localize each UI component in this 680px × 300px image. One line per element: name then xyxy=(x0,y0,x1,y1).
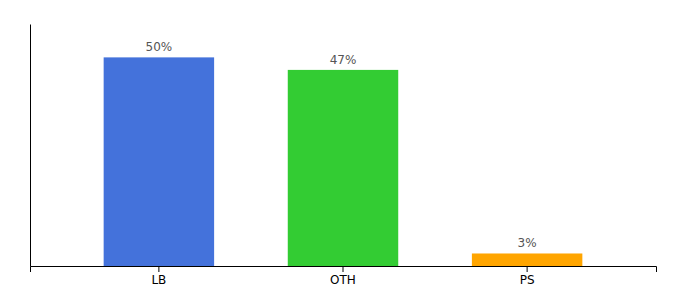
data-label: 50% xyxy=(146,40,173,54)
x-axis: LB OTH PS xyxy=(31,266,657,287)
x-axis-line xyxy=(31,267,657,273)
bar xyxy=(104,57,214,266)
y-axis-line xyxy=(30,25,31,267)
x-tick-label: PS xyxy=(520,273,535,287)
x-tick: LB xyxy=(151,266,166,287)
x-tick-mark xyxy=(158,266,159,272)
x-tick: OTH xyxy=(330,266,356,287)
data-label: 47% xyxy=(330,53,357,67)
bar xyxy=(472,253,582,266)
x-tick: PS xyxy=(520,266,535,287)
data-labels: 50% 47% 3% xyxy=(146,40,537,250)
x-tick-mark xyxy=(527,266,528,272)
bar xyxy=(288,70,398,266)
x-tick-label: LB xyxy=(151,273,166,287)
plot-area: 50% 47% 3% LB OTH PS xyxy=(31,25,657,287)
bars xyxy=(104,57,583,266)
chart: 50% 47% 3% LB OTH PS xyxy=(0,0,680,300)
x-tick-mark xyxy=(343,266,344,272)
x-tick-label: OTH xyxy=(330,273,356,287)
data-label: 3% xyxy=(518,236,537,250)
y-axis xyxy=(30,25,31,267)
